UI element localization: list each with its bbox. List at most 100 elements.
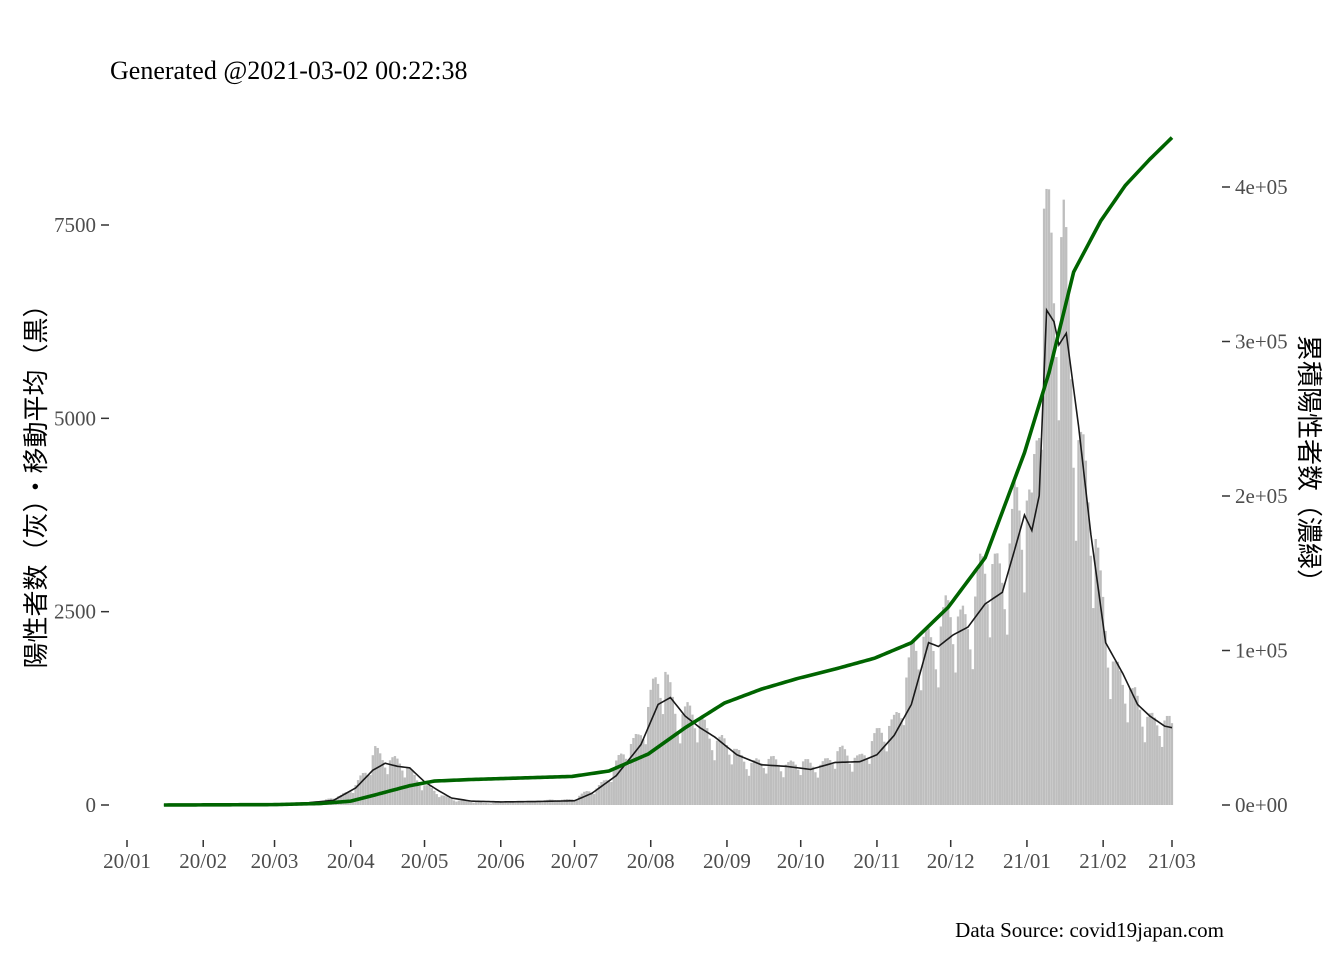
daily-bar — [696, 742, 699, 805]
daily-bar — [848, 763, 851, 805]
daily-bar — [516, 801, 520, 805]
x-tick-label: 20/12 — [927, 849, 975, 873]
y-axis-right: 0e+00 1e+05 2e+05 3e+05 4e+05 — [1222, 175, 1288, 817]
daily-bar — [1124, 703, 1127, 805]
daily-bar — [479, 802, 483, 805]
daily-bar — [971, 669, 974, 805]
daily-bar — [838, 747, 842, 805]
y-axis-right-title: 累積陽性者数（濃緑） — [1293, 335, 1323, 595]
daily-bar — [447, 797, 451, 805]
daily-bar — [885, 751, 888, 805]
daily-bar — [445, 796, 448, 805]
daily-bar — [1119, 670, 1122, 805]
daily-bar — [836, 751, 839, 805]
daily-bar — [1141, 726, 1144, 805]
daily-bar — [883, 741, 886, 805]
daily-bar — [526, 801, 529, 805]
daily-bar — [344, 792, 347, 805]
daily-bar — [765, 773, 768, 805]
daily-bar — [1168, 715, 1171, 805]
daily-bar — [801, 761, 805, 805]
daily-bar — [592, 794, 596, 805]
daily-bar — [489, 803, 493, 805]
daily-bar — [637, 734, 640, 805]
moving-average-line — [163, 307, 1173, 806]
daily-bar — [784, 764, 788, 805]
daily-bar — [354, 785, 357, 805]
daily-bar — [907, 657, 911, 805]
daily-bar — [428, 785, 431, 805]
daily-bar — [976, 570, 979, 805]
daily-bar — [708, 738, 711, 805]
daily-bar — [846, 755, 849, 805]
daily-bar — [465, 800, 468, 805]
daily-bar — [1097, 547, 1100, 805]
daily-bar — [455, 801, 458, 805]
daily-bar — [575, 799, 579, 805]
daily-bar — [1057, 420, 1060, 805]
daily-bar — [1109, 699, 1112, 805]
daily-bar — [949, 617, 952, 805]
daily-bar — [610, 781, 613, 805]
daily-bar — [895, 712, 898, 805]
daily-bar — [993, 553, 997, 805]
daily-bar — [1128, 689, 1132, 805]
daily-bar — [595, 788, 598, 805]
daily-bar — [415, 780, 419, 805]
daily-bar — [1015, 487, 1019, 805]
daily-bar — [386, 774, 389, 805]
daily-bar — [841, 745, 844, 805]
daily-bar — [981, 556, 984, 805]
daily-bar — [733, 748, 736, 805]
daily-bar — [738, 750, 741, 805]
daily-bar — [760, 763, 763, 805]
daily-bar — [585, 791, 588, 805]
daily-bar — [627, 764, 630, 805]
daily-bar — [720, 735, 724, 805]
daily-bar — [612, 767, 615, 805]
daily-bar — [824, 758, 827, 805]
daily-bar — [910, 642, 913, 805]
daily-bar — [634, 734, 638, 805]
daily-bar — [1030, 492, 1033, 805]
daily-bar — [875, 728, 879, 805]
daily-bar — [1170, 723, 1174, 805]
daily-bar — [1013, 481, 1016, 805]
daily-bar — [563, 799, 566, 805]
daily-bar — [929, 637, 933, 805]
daily-bar — [413, 774, 416, 805]
daily-bar — [828, 759, 832, 805]
y-axis-left-title: 陽性者数（灰）・移動平均（黒） — [22, 291, 52, 668]
daily-bar — [669, 682, 672, 805]
daily-bar — [715, 740, 719, 805]
daily-bar — [691, 714, 694, 805]
daily-bar — [1143, 742, 1147, 805]
daily-bar — [969, 649, 972, 805]
daily-bar — [519, 801, 522, 805]
daily-bar — [649, 689, 652, 805]
daily-bar — [583, 791, 586, 805]
daily-bar — [757, 759, 761, 805]
daily-bar — [588, 791, 591, 805]
daily-bar — [1131, 688, 1134, 805]
daily-bar — [804, 759, 807, 805]
daily-bar — [661, 714, 665, 805]
daily-bar — [524, 802, 527, 805]
daily-bar — [1116, 661, 1120, 805]
x-axis: 20/01 20/02 20/03 20/04 20/05 20/06 20/07 20/08… — [103, 840, 1196, 873]
x-tick-label: 20/01 — [103, 849, 151, 873]
daily-bar — [912, 641, 915, 805]
daily-bar — [806, 759, 810, 805]
y-right-tick-label: 1e+05 — [1235, 639, 1288, 663]
x-tick-label: 20/07 — [551, 849, 599, 873]
y-right-tick-label: 0e+00 — [1235, 793, 1288, 817]
daily-bar — [1094, 539, 1097, 805]
daily-bar — [1151, 712, 1154, 805]
daily-bar — [546, 799, 549, 805]
daily-bar — [880, 732, 883, 805]
y-left-tick-label: 2500 — [54, 600, 96, 624]
daily-bar — [398, 763, 402, 805]
daily-bar — [383, 767, 387, 805]
daily-bar — [954, 672, 957, 805]
daily-bar — [961, 605, 965, 805]
